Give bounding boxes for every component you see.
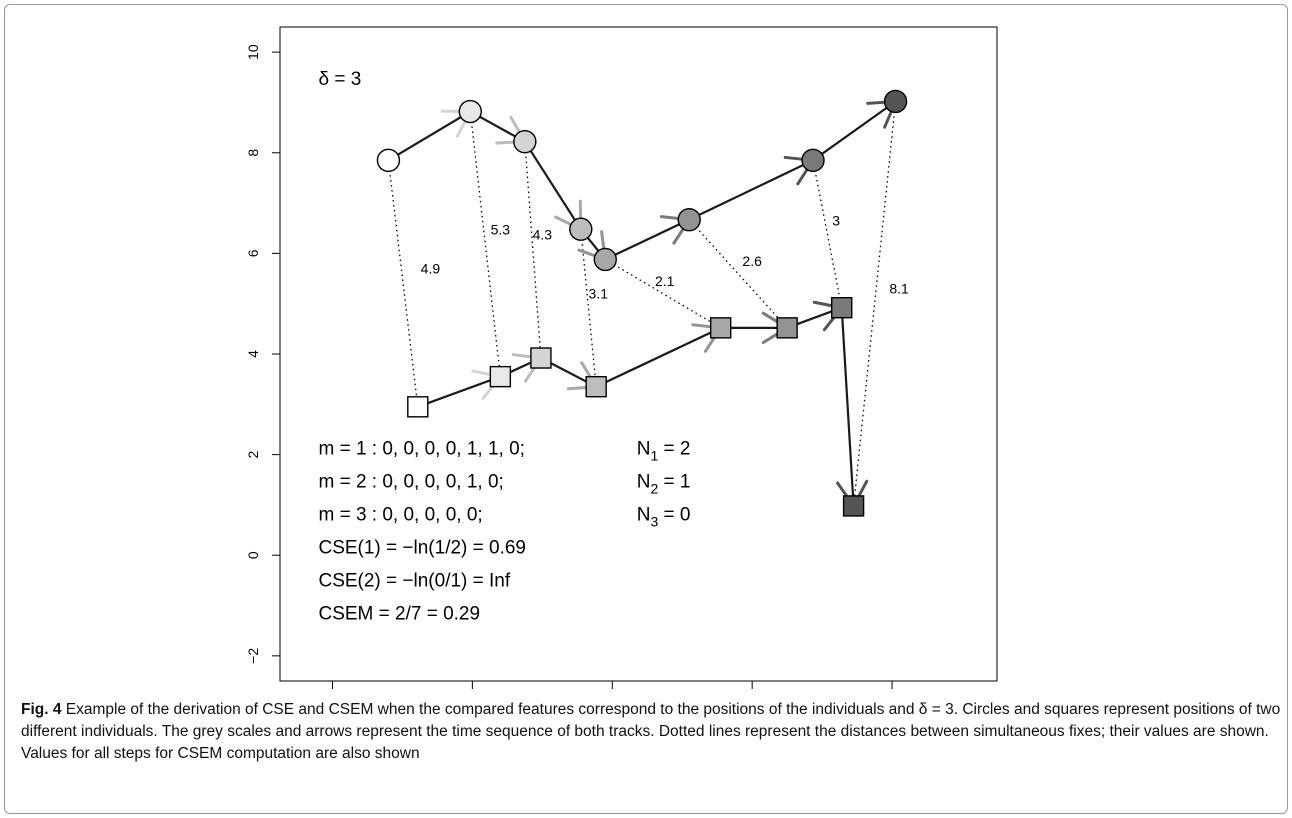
square-point bbox=[831, 297, 853, 319]
square-point bbox=[709, 317, 732, 339]
distance-line bbox=[852, 101, 897, 506]
distance-line bbox=[688, 219, 788, 329]
circle-point bbox=[883, 89, 908, 114]
distance-line bbox=[604, 258, 722, 329]
distance-label: 5.3 bbox=[491, 221, 511, 237]
circle-point bbox=[376, 148, 401, 173]
annotation-count: N3 = 0 bbox=[637, 505, 691, 530]
circle-point bbox=[513, 130, 537, 154]
circle-point bbox=[569, 217, 593, 241]
distance-line bbox=[580, 229, 597, 387]
distance-label: 4.9 bbox=[421, 261, 441, 277]
square-point bbox=[407, 396, 429, 418]
distance-line bbox=[387, 160, 419, 407]
square-point bbox=[842, 495, 865, 517]
figure-caption: Fig. 4 Example of the derivation of CSE … bbox=[21, 699, 1283, 765]
annotation-line: m = 2 : 0, 0, 0, 0, 1, 0; bbox=[318, 472, 503, 493]
distance-label: 2.1 bbox=[655, 273, 675, 289]
distance-label: 2.6 bbox=[742, 253, 762, 269]
circle-point bbox=[593, 247, 617, 272]
distance-line bbox=[812, 160, 843, 308]
annotation-count: N2 = 1 bbox=[637, 472, 691, 497]
y-tick-label: 8 bbox=[245, 149, 261, 157]
y-tick-label: 10 bbox=[245, 44, 261, 60]
y-tick-label: 6 bbox=[245, 249, 261, 257]
square-point bbox=[530, 347, 552, 369]
distance-line bbox=[524, 141, 542, 359]
annotation-line: CSE(2) = −ln(0/1) = Inf bbox=[318, 571, 510, 592]
figure-label: Fig. 4 bbox=[21, 701, 62, 718]
circle-point bbox=[677, 207, 701, 232]
square-point bbox=[776, 317, 798, 339]
square-point bbox=[585, 376, 607, 398]
y-tick-label: 2 bbox=[245, 451, 261, 459]
distance-label: 3.1 bbox=[589, 286, 609, 302]
distance-label: 3 bbox=[832, 213, 840, 229]
y-tick-label: 4 bbox=[245, 350, 261, 358]
distance-line bbox=[469, 111, 501, 377]
circle-point bbox=[458, 99, 482, 124]
delta-label: δ = 3 bbox=[318, 69, 361, 90]
y-tick-label: −2 bbox=[245, 648, 261, 664]
square-point bbox=[489, 365, 512, 388]
distance-label: 8.1 bbox=[889, 281, 909, 297]
annotation-line: CSE(1) = −ln(1/2) = 0.69 bbox=[318, 538, 526, 559]
annotation-line: m = 3 : 0, 0, 0, 0, 0; bbox=[318, 505, 482, 526]
annotation-line: m = 1 : 0, 0, 0, 0, 1, 1, 0; bbox=[318, 439, 524, 460]
y-tick-label: 0 bbox=[245, 551, 261, 559]
annotation-line: CSEM = 2/7 = 0.29 bbox=[318, 604, 480, 625]
figure-caption-text: Example of the derivation of CSE and CSE… bbox=[21, 701, 1281, 762]
distance-label: 4.3 bbox=[533, 226, 553, 242]
annotation-count: N1 = 2 bbox=[637, 439, 691, 464]
circle-point bbox=[801, 148, 825, 173]
